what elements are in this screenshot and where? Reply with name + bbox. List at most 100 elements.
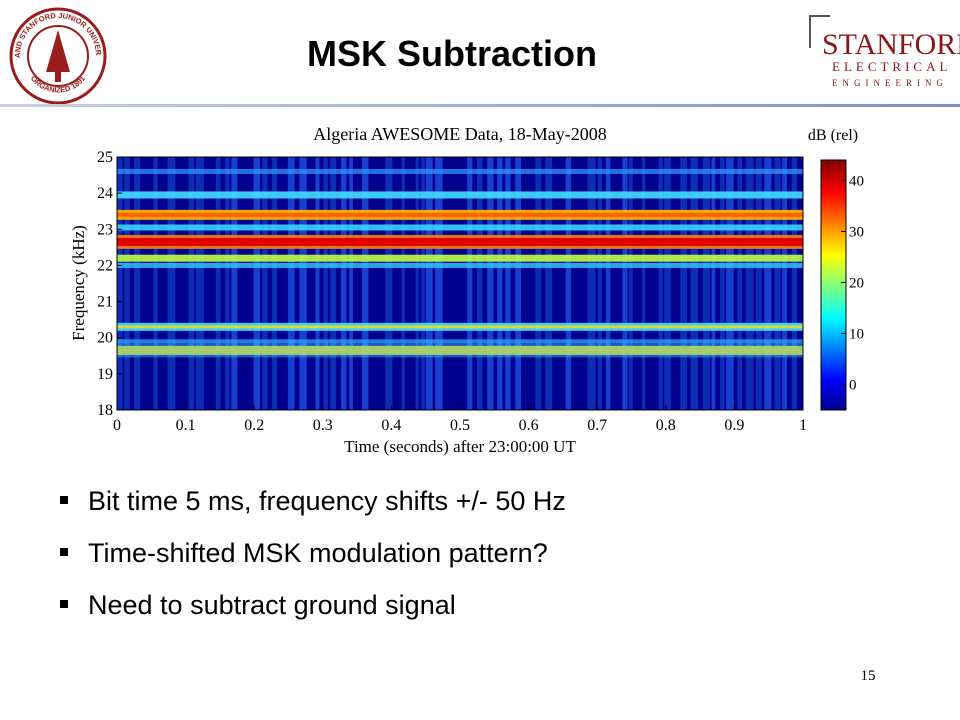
x-tick-label: 0.4 — [381, 417, 401, 434]
figure: Algeria AWESOME Data, 18-May-2008 Time (… — [69, 124, 864, 456]
y-tick-label: 25 — [97, 149, 113, 166]
colorbar — [820, 159, 847, 411]
logo-engineering: ENGINEERING — [832, 78, 948, 88]
spectrogram-stripe — [361, 157, 369, 410]
spectrogram-stripe — [401, 157, 405, 410]
y-tick-label: 19 — [97, 366, 113, 383]
y-tick-label: 21 — [97, 294, 113, 311]
spectrogram-band — [117, 345, 803, 355]
spectrogram-stripe — [515, 157, 522, 410]
spectrogram-stripe — [476, 157, 483, 410]
colorbar-tick-label: 0 — [849, 377, 857, 393]
spectrogram-stripe — [231, 157, 238, 410]
spectrogram-stripe — [271, 157, 278, 410]
bullet-marker — [60, 600, 68, 608]
spectrogram-band — [117, 254, 803, 262]
spectrogram-stripe — [167, 157, 176, 410]
y-tick-label: 22 — [97, 257, 113, 274]
slide-title: MSK Subtraction — [307, 33, 597, 74]
x-axis-label: Time (seconds) after 23:00:00 UT — [344, 437, 576, 456]
spectrogram-stripe — [587, 157, 596, 410]
bullet-text: Need to subtract ground signal — [88, 590, 456, 620]
spectrogram-band — [117, 325, 803, 329]
spectrogram-stripe — [253, 157, 261, 410]
spectrogram-stripe — [726, 157, 734, 410]
y-tick-label: 23 — [97, 221, 113, 238]
y-tick-label: 24 — [97, 185, 113, 202]
spectrogram-band — [117, 224, 803, 231]
spectrogram-stripe — [467, 157, 473, 410]
header-rule — [0, 104, 960, 107]
spectrogram-stripe — [487, 157, 494, 410]
spectrogram-stripe — [434, 157, 443, 410]
spectrogram-stripe — [188, 157, 195, 410]
spectrogram-stripe — [764, 157, 772, 410]
spectrogram-stripe — [641, 157, 646, 410]
spectrogram-stripe — [535, 157, 542, 410]
spectrogram-stripe — [737, 157, 742, 410]
spectrogram-stripe — [262, 157, 268, 410]
spectrogram-stripe — [287, 157, 295, 410]
spectrogram-band — [117, 262, 803, 268]
spectrogram — [117, 157, 803, 410]
spectrogram-background — [117, 157, 803, 410]
spectrogram-stripe — [628, 157, 633, 410]
spectrogram-stripe — [690, 157, 698, 410]
spectrogram-band — [117, 237, 803, 246]
logo-stanford: STANFORD — [822, 28, 960, 61]
logo-electrical: ELECTRICAL — [832, 59, 951, 74]
spectrogram-stripe — [745, 157, 754, 410]
spectrogram-band — [117, 343, 803, 358]
spectrogram-stripe — [315, 157, 320, 410]
spectrogram-stripe — [117, 157, 123, 410]
colorbar-tick-label: 40 — [849, 173, 864, 189]
x-tick-label: 0 — [113, 417, 121, 434]
x-tick-label: 0.2 — [244, 417, 264, 434]
department-logo: STANFORD ELECTRICAL ENGINEERING — [809, 15, 960, 88]
figure-title: Algeria AWESOME Data, 18-May-2008 — [313, 124, 607, 144]
spectrogram-stripe — [622, 157, 628, 410]
spectrogram-stripe — [565, 157, 572, 410]
spectrogram-stripe — [124, 157, 130, 410]
spectrogram-stripe — [299, 157, 307, 410]
spectrogram-stripe — [791, 157, 797, 410]
spectrogram-stripe — [225, 157, 230, 410]
x-tick-label: 0.1 — [176, 417, 196, 434]
spectrogram-stripe — [349, 157, 353, 410]
spectrogram-stripe — [341, 157, 347, 410]
y-tick-label: 20 — [97, 330, 113, 347]
bullet-marker — [60, 496, 68, 504]
spectrogram-stripe — [385, 157, 393, 410]
spectrogram-stripe — [680, 157, 688, 410]
spectrogram-stripe — [421, 157, 425, 410]
spectrogram-stripe — [153, 157, 158, 410]
seal-logo: LELAND STANFORD JUNIOR UNIVERSITY ORGANI… — [0, 0, 107, 105]
spectrogram-stripe — [505, 157, 511, 410]
spectrogram-stripe — [605, 157, 611, 410]
x-tick-label: 0.7 — [587, 417, 607, 434]
spectrogram-stripe — [658, 157, 663, 410]
spectrogram-stripe — [195, 157, 204, 410]
colorbar-tick-label: 30 — [849, 224, 864, 240]
spectrogram-stripe — [330, 157, 337, 410]
bullet-marker — [60, 548, 68, 556]
y-tick-label: 18 — [97, 402, 113, 419]
spectrogram-stripe — [545, 157, 553, 410]
spectrogram-stripe — [711, 157, 716, 410]
spectrogram-stripe — [215, 157, 221, 410]
x-tick-label: 1 — [799, 417, 807, 434]
spectrogram-band — [117, 339, 803, 344]
x-tick-label: 0.5 — [450, 417, 470, 434]
spectrogram-band — [117, 212, 803, 217]
colorbar-label: dB (rel) — [808, 127, 858, 144]
spectrogram-stripe — [664, 157, 671, 410]
page-number: 15 — [861, 668, 876, 684]
spectrogram-stripe — [782, 157, 788, 410]
spectrogram-stripe — [497, 157, 503, 410]
bullet-text: Time-shifted MSK modulation pattern? — [88, 538, 548, 568]
spectrogram-stripe — [755, 157, 762, 410]
spectrogram-stripe — [774, 157, 781, 410]
spectrogram-stripe — [720, 157, 725, 410]
